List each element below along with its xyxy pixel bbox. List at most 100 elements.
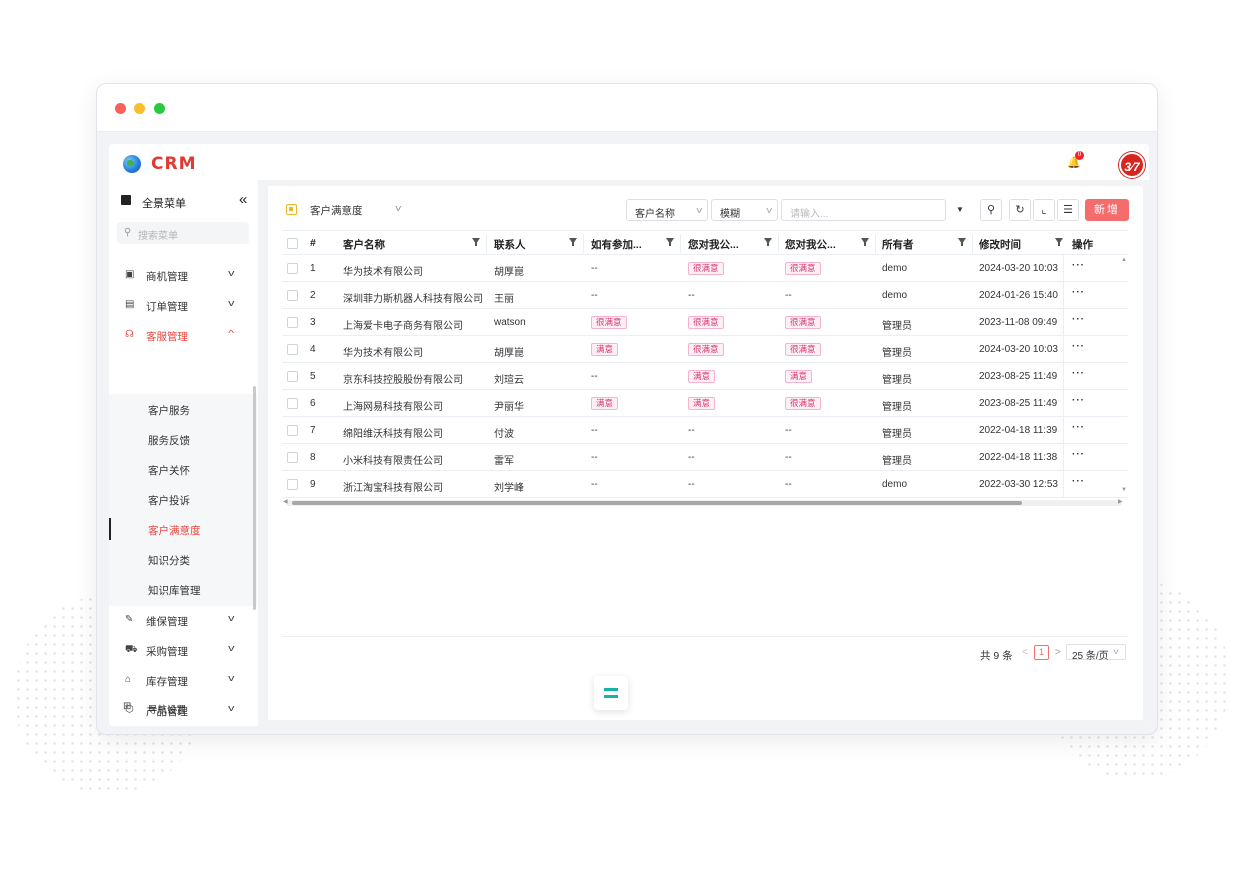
table-row[interactable]: 6 上海网易科技有限公司 尹丽华 满意 满意 很满意 管理员 2023-08-25 11:49… [282, 390, 1128, 417]
row-checkbox[interactable] [287, 452, 298, 463]
column-header[interactable]: 如有参加... [591, 239, 642, 251]
sidebar-subitem-satisfaction[interactable]: 客户满意度 [109, 514, 257, 544]
table-row[interactable]: 9 浙江淘宝科技有限公司 刘学峰 -- -- -- demo 2022-03-30 12:53… [282, 471, 1128, 498]
close-dot[interactable] [115, 103, 126, 114]
column-header[interactable]: 客户名称 [343, 239, 385, 251]
table-row[interactable]: 1 华为技术有限公司 胡厚崑 -- 很满意 很满意 demo 2024-03-20 10:03… [282, 255, 1128, 282]
sidebar-item-purchase[interactable]: ⛟ 采购管理 v [109, 637, 257, 663]
sidebar-item-products[interactable]: ⬡ 产品管理 v [109, 697, 257, 723]
prev-page-icon[interactable]: < [1022, 647, 1028, 658]
table-vertical-scrollbar[interactable]: ▲ ▼ [1121, 257, 1127, 493]
add-button[interactable]: 新增 [1085, 199, 1129, 221]
row-more-actions[interactable]: ··· [1072, 287, 1085, 298]
table-row[interactable]: 4 华为技术有限公司 胡厚崑 满意 很满意 很满意 管理员 2024-03-20 10:03 ·… [282, 336, 1128, 363]
list-menu-icon[interactable]: ☰ [1057, 199, 1079, 221]
row-more-actions[interactable]: ··· [1072, 314, 1085, 325]
sidebar-item-customer-service[interactable]: ☊ 客服管理 ^ [109, 322, 257, 348]
collapse-icon[interactable]: « [239, 191, 248, 208]
table-row[interactable]: 2 深圳菲力斯机器人科技有限公司 王丽 -- -- -- demo 2024-01-26 15… [282, 282, 1128, 309]
row-more-actions[interactable]: ··· [1072, 368, 1085, 379]
filter-icon[interactable] [1055, 238, 1063, 246]
sidebar-item-opportunity[interactable]: ▣ 商机管理 v [109, 262, 257, 288]
filter-mode-select[interactable]: 模糊 v [711, 199, 778, 221]
sidebar-subitem-care[interactable]: 客户关怀 [109, 454, 257, 484]
sidebar-subitem-knowledge-base[interactable]: 知识库管理 [109, 574, 257, 604]
chevron-down-icon[interactable]: v [395, 203, 402, 213]
cell-owner: 管理员 [882, 321, 912, 332]
bell-icon[interactable]: 🔔 [1067, 157, 1081, 169]
column-header[interactable]: 您对我公... [688, 239, 739, 251]
column-header[interactable]: 修改时间 [979, 239, 1021, 251]
row-checkbox[interactable] [287, 371, 298, 382]
scroll-up-icon[interactable]: ▲ [1121, 257, 1127, 263]
maximize-dot[interactable] [154, 103, 165, 114]
row-checkbox[interactable] [287, 263, 298, 274]
scrollbar-thumb[interactable] [292, 501, 1022, 505]
cell-time: 2024-03-20 10:03 [979, 344, 1058, 355]
row-checkbox[interactable] [287, 425, 298, 436]
table-horizontal-scrollbar[interactable]: ◀ ▶ [283, 499, 1123, 506]
search-icon[interactable]: ⚲ [980, 199, 1002, 221]
subitem-label: 客户关怀 [148, 465, 190, 477]
filter-icon[interactable] [861, 238, 869, 246]
sidebar-item-inventory[interactable]: ⌂ 库存管理 v [109, 667, 257, 693]
sidebar-subitem-complaint[interactable]: 客户投诉 [109, 484, 257, 514]
chart-icon[interactable]: ⌞ [1033, 199, 1055, 221]
sidebar-item-maintenance[interactable]: ✎ 维保管理 v [109, 607, 257, 633]
column-header: 操作 [1072, 239, 1093, 251]
next-page-icon[interactable]: > [1055, 647, 1061, 658]
cell-q3: 很满意 [785, 309, 821, 335]
row-more-actions[interactable]: ··· [1072, 395, 1085, 406]
refresh-icon[interactable]: ↻ [1009, 199, 1031, 221]
sidebar-scrollbar[interactable] [253, 386, 256, 610]
filter-icon[interactable] [958, 238, 966, 246]
table-row[interactable]: 5 京东科技控股股份有限公司 刘瑄云 -- 满意 满意 管理员 2023-08-25 11:4… [282, 363, 1128, 390]
table-row[interactable]: 3 上海爱卡电子商务有限公司 watson 很满意 很满意 很满意 管理员 2023-11-0… [282, 309, 1128, 336]
row-more-actions[interactable]: ··· [1072, 476, 1085, 487]
row-checkbox[interactable] [287, 344, 298, 355]
row-checkbox[interactable] [287, 479, 298, 490]
filter-icon[interactable] [569, 238, 577, 246]
row-checkbox[interactable] [287, 290, 298, 301]
sidebar-subitem-feedback[interactable]: 服务反馈 [109, 424, 257, 454]
all-menu[interactable]: 全景菜单 « [109, 188, 257, 214]
filter-field-select[interactable]: 客户名称 v [626, 199, 708, 221]
row-more-actions[interactable]: ··· [1072, 449, 1085, 460]
sidebar-item-orders[interactable]: ▤ 订单管理 v [109, 292, 257, 318]
table-row[interactable]: 8 小米科技有限责任公司 雷军 -- -- -- 管理员 2022-04-18 11:38 ··… [282, 444, 1128, 471]
chevron-down-icon: v [695, 205, 702, 215]
scroll-down-icon[interactable]: ▼ [1121, 487, 1127, 493]
caret-down-icon[interactable]: ▼ [956, 205, 964, 214]
page-size-select[interactable]: 25 条/页 v [1066, 644, 1126, 662]
filter-icon[interactable] [472, 238, 480, 246]
page-number[interactable]: 1 [1034, 645, 1049, 660]
float-menu-toggle[interactable] [594, 676, 628, 710]
row-more-actions[interactable]: ··· [1072, 422, 1085, 433]
avatar[interactable]: 3⁄7 [1119, 152, 1145, 178]
row-checkbox[interactable] [287, 398, 298, 409]
minimize-dot[interactable] [134, 103, 145, 114]
column-divider [972, 234, 973, 253]
sidebar-subitem-service[interactable]: 客户服务 [109, 394, 257, 424]
table-row[interactable]: 7 绵阳维沃科技有限公司 付波 -- -- -- 管理员 2022-04-18 11:39 ··… [282, 417, 1128, 444]
column-header[interactable]: 所有者 [882, 239, 914, 251]
scroll-left-icon[interactable]: ◀ [283, 499, 288, 505]
cell-q3: 很满意 [785, 255, 821, 281]
nav-settings-label: 导航设置 [148, 705, 187, 716]
cell-owner: demo [882, 263, 908, 274]
column-header[interactable]: 联系人 [494, 239, 526, 251]
equals-icon [604, 688, 618, 698]
column-header[interactable]: 您对我公... [785, 239, 836, 251]
sidebar-subitem-knowledge-category[interactable]: 知识分类 [109, 544, 257, 574]
filter-icon[interactable] [764, 238, 772, 246]
nav-settings[interactable]: ⊞ 导航设置 [109, 696, 257, 718]
menu-search-input[interactable]: ⚲ 搜索菜单 [117, 222, 249, 244]
row-checkbox[interactable] [287, 317, 298, 328]
scroll-right-icon[interactable]: ▶ [1118, 499, 1123, 505]
filter-icon[interactable] [666, 238, 674, 246]
filter-value-input[interactable]: 请输入... [781, 199, 946, 221]
row-more-actions[interactable]: ··· [1072, 260, 1085, 271]
row-more-actions[interactable]: ··· [1072, 341, 1085, 352]
select-all-checkbox[interactable] [287, 238, 298, 249]
view-select[interactable]: 客户满意度 [310, 205, 363, 217]
